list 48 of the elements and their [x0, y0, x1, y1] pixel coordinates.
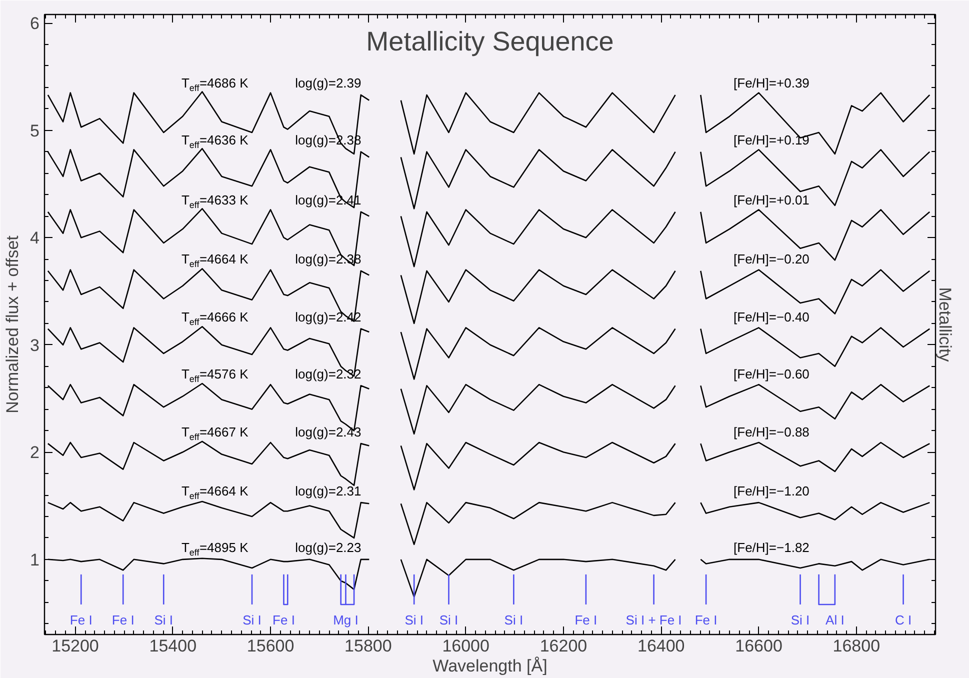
data-label: C I: [894, 612, 912, 628]
data-label: Si I: [439, 612, 458, 628]
annotation: log(g)=2.43: [295, 424, 362, 440]
y-tick-label: 2: [30, 443, 40, 462]
x-tick-label: 16600: [735, 636, 782, 656]
y-tick-label: 6: [30, 14, 40, 34]
annotation: [Fe/H]=+0.19: [734, 132, 810, 148]
y-tick-label: 1: [30, 550, 40, 570]
y-axis-title: Normalized flux + offset: [3, 235, 22, 414]
data-label: Si I: [504, 612, 524, 628]
x-tick-label: 16200: [540, 636, 588, 656]
x-tick-label: 16000: [442, 636, 490, 656]
annotation: [Fe/H]=−0.40: [734, 310, 810, 325]
x-tick-label: 15600: [246, 636, 294, 656]
annotation: [Fe/H]=+0.01: [734, 192, 810, 208]
data-label: Fe I: [574, 612, 598, 628]
annotation: log(g)=2.39: [295, 76, 362, 91]
x-tick-label: 16800: [832, 636, 880, 656]
annotation: [Fe/H]=−0.20: [734, 252, 810, 267]
data-label: Si I: [154, 612, 174, 628]
data-label: Fe I: [694, 612, 718, 628]
x-tick-label: 15800: [344, 636, 392, 656]
x-tick-label: 15200: [52, 636, 99, 656]
data-label: Si I + Fe I: [626, 612, 682, 628]
annotation: [Fe/H]=+0.39: [734, 76, 810, 91]
annotation: log(g)=2.23: [295, 540, 362, 556]
annotation: [Fe/H]=−1.82: [734, 540, 810, 556]
x-tick-label: 16400: [637, 636, 685, 656]
x-tick-label: 15400: [149, 636, 197, 656]
data-label: Fe I: [272, 612, 295, 628]
annotation: Metallicity: [936, 287, 954, 362]
data-label: Si I: [242, 612, 262, 628]
data-label: Si I: [404, 612, 424, 628]
annotation: [Fe/H]=−0.60: [734, 366, 810, 382]
chart-title: Metallicity Sequence: [366, 26, 614, 56]
annotation: log(g)=2.31: [295, 483, 362, 498]
annotation: [Fe/H]=−1.20: [734, 483, 810, 498]
annotation: log(g)=2.32: [295, 366, 362, 382]
y-tick-label: 5: [30, 121, 40, 140]
annotation: [Fe/H]=−0.88: [734, 424, 810, 440]
y-tick-label: 3: [30, 336, 40, 355]
data-label: Al I: [826, 612, 844, 628]
x-axis-title: Wavelength [Å]: [432, 656, 548, 676]
data-label: Fe I: [70, 612, 92, 628]
y-tick-label: 4: [30, 228, 40, 248]
data-label: Si I: [790, 612, 810, 628]
data-label: Mg I: [333, 612, 358, 628]
data-label: Fe I: [112, 612, 134, 628]
